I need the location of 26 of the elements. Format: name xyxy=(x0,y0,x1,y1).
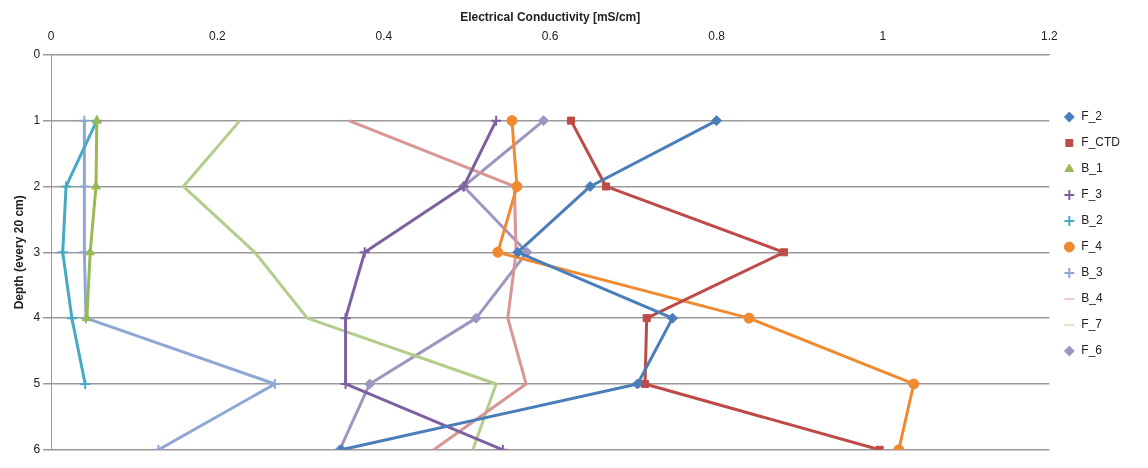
x-tick-label: 0.4 xyxy=(375,28,393,43)
legend-label: F_4 xyxy=(1081,239,1103,254)
legend-label: F_CTD xyxy=(1081,135,1121,150)
x-tick-label: 1.2 xyxy=(1040,28,1058,43)
y-tick-label: 5 xyxy=(33,376,41,391)
legend-label: F_3 xyxy=(1081,187,1103,202)
y-tick-label: 4 xyxy=(33,310,41,325)
y-tick-label: 0 xyxy=(33,47,41,62)
y-tick-label: 1 xyxy=(33,112,41,127)
y-tick-label: 6 xyxy=(33,442,41,457)
legend-label: B_2 xyxy=(1081,213,1104,228)
x-tick-label: 0.2 xyxy=(209,28,227,43)
y-tick-label: 2 xyxy=(33,178,41,193)
legend-label: F_2 xyxy=(1081,109,1103,124)
y-tick-label: 3 xyxy=(33,244,41,259)
legend-label: B_1 xyxy=(1081,161,1104,176)
legend-label: F_7 xyxy=(1081,317,1103,332)
x-tick-label: 0.6 xyxy=(541,28,559,43)
legend-label: F_6 xyxy=(1081,343,1103,358)
legend-label: B_3 xyxy=(1081,265,1104,280)
x-tick-label: 0.8 xyxy=(708,28,726,43)
x-tick-label: 0 xyxy=(47,28,55,43)
x-tick-label: 1 xyxy=(879,28,887,43)
y-axis-title: Depth (every 20 cm) xyxy=(11,195,26,310)
legend-label: B_4 xyxy=(1081,291,1104,306)
x-axis-title: Electrical Conductivity [mS/cm] xyxy=(460,9,641,24)
